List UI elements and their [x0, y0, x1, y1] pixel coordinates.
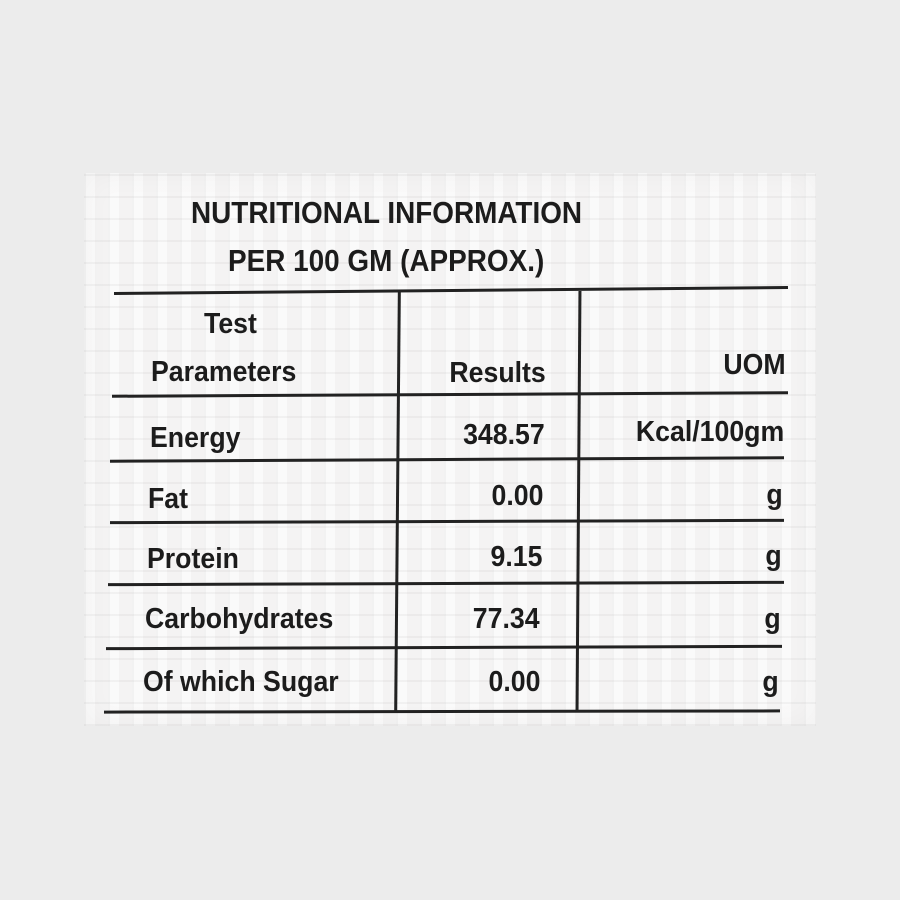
row-uom: g	[762, 666, 779, 698]
row-result: 9.15	[490, 541, 542, 573]
header-test: Test	[204, 308, 257, 340]
row-parameter: Of which Sugar	[143, 666, 339, 698]
row-parameter: Fat	[148, 483, 189, 515]
row-uom: Kcal/100gm	[635, 416, 784, 448]
row-parameter: Energy	[150, 422, 241, 454]
row-result: 348.57	[463, 419, 545, 451]
title-line-1: NUTRITIONAL INFORMATION	[191, 195, 583, 230]
header-uom: UOM	[723, 349, 786, 381]
row-uom: g	[766, 479, 783, 511]
row-uom: g	[764, 603, 781, 635]
header-parameters: Parameters	[151, 356, 297, 388]
row-result: 0.00	[491, 480, 543, 512]
nutrition-label	[84, 173, 816, 726]
row-uom: g	[765, 540, 782, 572]
header-results: Results	[449, 357, 546, 389]
row-parameter: Protein	[147, 543, 239, 575]
row-parameter: Carbohydrates	[145, 603, 334, 635]
row-result: 0.00	[488, 666, 540, 698]
row-result: 77.34	[473, 603, 540, 635]
title-line-2: PER 100 GM (APPROX.)	[228, 243, 545, 278]
